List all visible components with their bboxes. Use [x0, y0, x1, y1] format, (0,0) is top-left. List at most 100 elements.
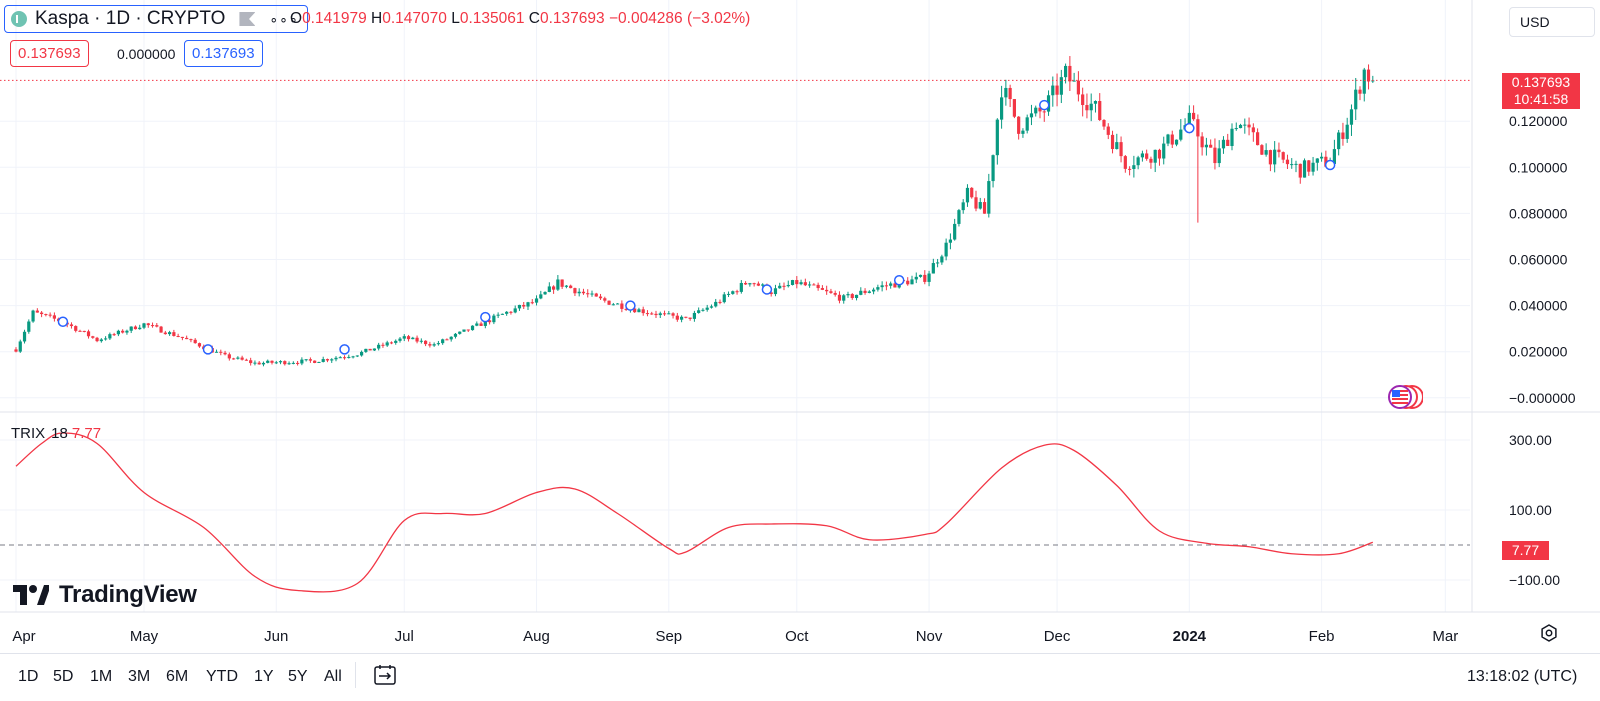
buy-price-button[interactable]: 0.137693 [184, 40, 263, 67]
clock-readout[interactable]: 13:18:02 (UTC) [1467, 668, 1578, 685]
candle [978, 197, 982, 210]
candle-body [475, 323, 479, 326]
candle-body [944, 242, 948, 257]
candle [1294, 160, 1298, 173]
candle [667, 311, 671, 315]
candle [31, 309, 35, 323]
candle [914, 272, 918, 284]
candle-body [816, 284, 820, 289]
candle-body [1081, 94, 1085, 106]
timeframe-1d[interactable]: 1D [18, 668, 39, 685]
candle-body [249, 360, 253, 364]
candle [594, 292, 598, 297]
candle [1358, 86, 1362, 101]
timeframe-5d[interactable]: 5D [53, 668, 74, 685]
candle-body [1264, 150, 1268, 155]
candle [1260, 144, 1264, 155]
time-axis-label: Dec [1044, 628, 1071, 645]
candle [1345, 117, 1349, 143]
sell-price-button[interactable]: 0.137693 [10, 40, 89, 67]
timeframe-1m[interactable]: 1M [90, 668, 113, 685]
settings-icon[interactable] [1540, 624, 1558, 647]
candle-body [313, 360, 317, 363]
candle-body [978, 202, 982, 209]
candle [48, 312, 52, 318]
candle-body [1337, 132, 1341, 150]
candle [1110, 130, 1115, 154]
candle-body [86, 331, 91, 337]
candle [812, 283, 816, 286]
candle [112, 332, 116, 337]
candle-body [1268, 150, 1272, 165]
candle-body [1307, 160, 1311, 172]
more-dots-icon[interactable]: ∘∘∘ [269, 10, 299, 27]
candle-body [449, 336, 453, 340]
candle [317, 361, 321, 363]
symbol-title-box[interactable]: Kaspa · 1D · CRYPTO ∘∘∘ [4, 5, 308, 33]
timeframe-5y[interactable]: 5Y [288, 668, 308, 685]
candle-body [1277, 149, 1281, 153]
candle [1017, 116, 1021, 140]
candle [957, 208, 961, 227]
candle-body [168, 332, 172, 335]
candle [1170, 130, 1174, 149]
timeframe-ytd[interactable]: YTD [206, 668, 238, 685]
candle-body [172, 332, 176, 336]
candle-body [658, 313, 662, 316]
candle-body [1187, 112, 1191, 126]
candle [598, 293, 603, 300]
candle [825, 285, 829, 295]
candle [1055, 73, 1059, 107]
economic-events-icon[interactable] [1379, 384, 1424, 415]
candle-body [1290, 164, 1294, 166]
flag-icon[interactable] [239, 12, 256, 26]
candle-body [859, 290, 863, 295]
candle [790, 279, 795, 286]
candle-body [854, 294, 859, 299]
candle [1268, 149, 1272, 172]
trix-legend[interactable]: TRIX 18 7.77 [11, 425, 101, 442]
candle [1256, 128, 1260, 146]
candle [1174, 139, 1179, 147]
time-axis-label: Oct [785, 628, 809, 645]
currency-select[interactable]: USD [1509, 7, 1595, 37]
date-range-icon[interactable] [373, 663, 397, 692]
tradingview-logo[interactable]: TradingView [13, 581, 197, 609]
timeframe-all[interactable]: All [324, 668, 342, 685]
spread-value: 0.000000 [117, 45, 176, 62]
candle [1059, 69, 1063, 104]
timeframe-3m[interactable]: 3M [128, 668, 151, 685]
candle [415, 335, 419, 344]
price-axis-label: 0.040000 [1509, 298, 1568, 314]
timeframe-1y[interactable]: 1Y [254, 668, 274, 685]
candle-body [1345, 124, 1349, 139]
price-axis-label: 0.060000 [1509, 252, 1568, 268]
candle-body [223, 352, 227, 355]
candle-body [496, 314, 500, 316]
candle-body [1213, 147, 1217, 164]
candle [816, 282, 820, 291]
candle-body [419, 340, 423, 342]
candle-body [176, 335, 180, 337]
candle [304, 359, 308, 362]
candle [1251, 123, 1255, 142]
candle [680, 315, 684, 323]
candle [1051, 76, 1055, 107]
candle-body [389, 342, 394, 344]
trix-name: TRIX [11, 425, 46, 442]
candle [577, 288, 581, 297]
candle-body [138, 327, 142, 330]
timeframe-6m[interactable]: 6M [166, 668, 189, 685]
candle [244, 358, 248, 361]
candle [462, 329, 466, 332]
bar-countdown: 10:41:58 [1513, 91, 1569, 107]
trix-axis-label: 100.00 [1509, 502, 1552, 518]
candle [475, 321, 479, 327]
candle [547, 282, 551, 293]
candle [697, 307, 701, 314]
candle [52, 312, 56, 322]
candle [1166, 133, 1170, 147]
candle [833, 290, 837, 297]
candle [283, 360, 287, 366]
